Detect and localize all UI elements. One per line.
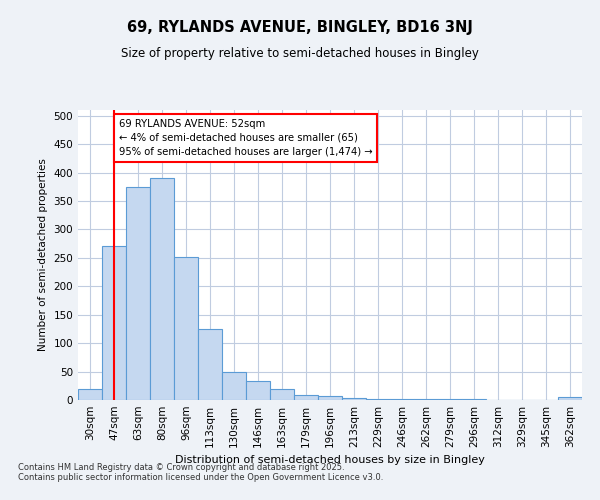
Text: 69 RYLANDS AVENUE: 52sqm
← 4% of semi-detached houses are smaller (65)
95% of se: 69 RYLANDS AVENUE: 52sqm ← 4% of semi-de… xyxy=(119,118,373,156)
Bar xyxy=(198,329,222,400)
Text: 69, RYLANDS AVENUE, BINGLEY, BD16 3NJ: 69, RYLANDS AVENUE, BINGLEY, BD16 3NJ xyxy=(127,20,473,35)
Bar xyxy=(78,388,102,400)
Bar xyxy=(366,399,390,400)
Bar xyxy=(150,178,174,400)
X-axis label: Distribution of semi-detached houses by size in Bingley: Distribution of semi-detached houses by … xyxy=(175,456,485,466)
Bar xyxy=(558,397,582,400)
Bar xyxy=(126,187,150,400)
Bar xyxy=(318,396,342,400)
Text: Size of property relative to semi-detached houses in Bingley: Size of property relative to semi-detach… xyxy=(121,48,479,60)
Bar xyxy=(342,398,366,400)
Text: Contains HM Land Registry data © Crown copyright and database right 2025.
Contai: Contains HM Land Registry data © Crown c… xyxy=(18,462,383,482)
Y-axis label: Number of semi-detached properties: Number of semi-detached properties xyxy=(38,158,48,352)
Bar xyxy=(294,395,318,400)
Bar xyxy=(174,256,198,400)
Bar xyxy=(246,381,270,400)
Bar xyxy=(102,246,126,400)
Bar xyxy=(222,372,246,400)
Bar xyxy=(390,399,414,400)
Bar xyxy=(270,388,294,400)
